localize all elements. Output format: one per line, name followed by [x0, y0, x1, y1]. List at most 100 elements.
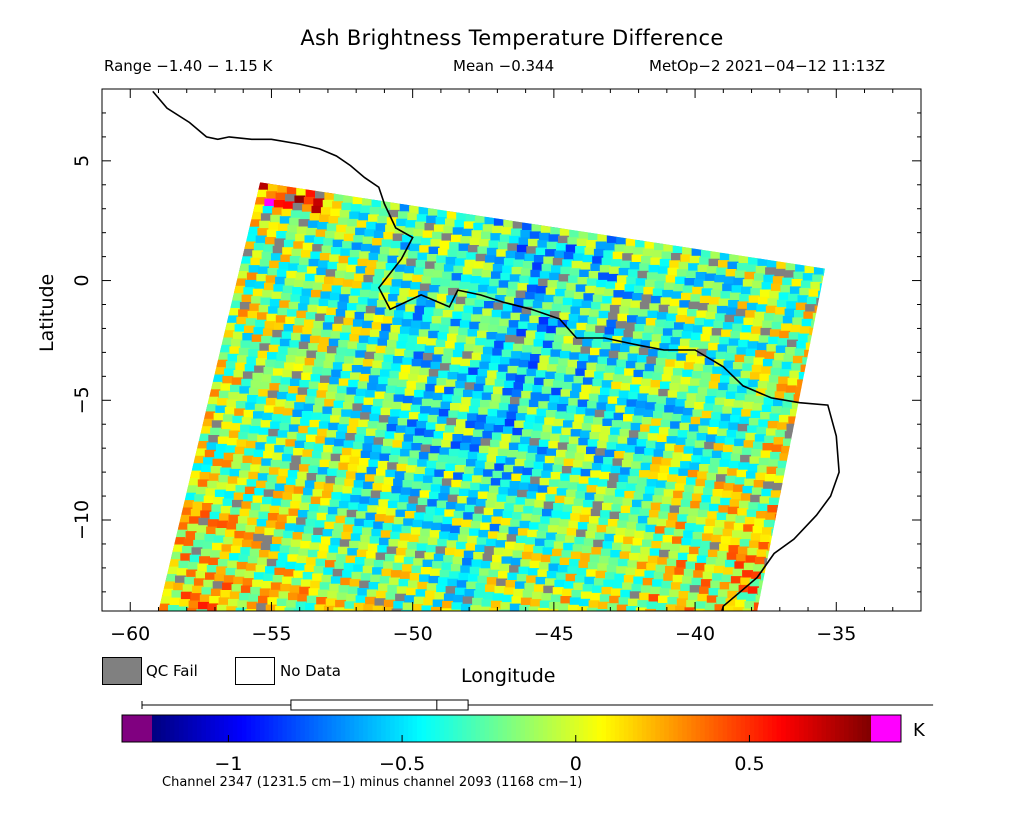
swath-pixel: [463, 305, 475, 315]
swath-pixel: [774, 268, 786, 278]
swath-pixel: [466, 374, 478, 384]
swath-pixel: [726, 552, 738, 562]
swath-pixel: [718, 298, 730, 308]
swath-pixel: [751, 364, 763, 374]
swath-pixel: [248, 226, 259, 236]
swath-pixel: [195, 364, 207, 374]
colorbar-segment: [511, 715, 517, 742]
swath-pixel: [399, 288, 411, 297]
swath-pixel: [661, 251, 673, 261]
swath-pixel: [753, 480, 765, 489]
swath-pixel: [603, 250, 615, 260]
colorbar-segment: [394, 715, 400, 742]
swath-pixel: [354, 273, 365, 283]
swath-pixel: [267, 597, 279, 607]
swath-pixel: [186, 485, 198, 495]
swath-pixel: [543, 501, 555, 511]
swath-pixel: [230, 216, 242, 226]
swath-pixel: [640, 585, 652, 595]
swath-pixel: [734, 477, 746, 486]
swath-pixel: [656, 687, 667, 696]
swath-pixel: [339, 294, 351, 304]
swath-pixel: [403, 518, 415, 528]
swath-pixel: [438, 286, 450, 296]
swath-pixel: [381, 239, 393, 249]
swath-pixel: [610, 220, 622, 230]
swath-pixel: [568, 604, 579, 611]
swath-pixel: [195, 617, 206, 626]
swath-pixel: [656, 273, 668, 283]
swath-pixel: [756, 426, 768, 436]
swath-pixel: [293, 486, 305, 496]
swath-pixel: [631, 583, 643, 593]
swath-pixel: [225, 238, 237, 248]
swath-pixel: [250, 341, 261, 351]
swath-pixel: [385, 469, 397, 479]
swath-pixel: [417, 336, 428, 346]
swath-pixel: [694, 524, 706, 534]
swath-pixel: [722, 406, 734, 416]
swath-pixel: [624, 406, 636, 416]
swath-pixel: [675, 399, 687, 408]
swath-pixel: [758, 335, 770, 345]
swath-pixel: [172, 544, 184, 554]
swath-pixel: [705, 687, 716, 696]
swath-pixel: [763, 519, 775, 529]
swath-pixel: [174, 621, 185, 630]
swath-pixel: [735, 684, 746, 693]
swath-pixel: [444, 425, 456, 435]
swath-pixel: [736, 263, 748, 272]
swath-pixel: [232, 209, 244, 218]
swath-pixel: [608, 350, 620, 360]
swath-pixel: [277, 552, 289, 562]
swath-pixel: [507, 572, 519, 582]
swath-pixel: [496, 371, 508, 381]
swath-pixel: [511, 473, 523, 483]
swath-pixel: [215, 612, 226, 621]
swath-pixel: [488, 569, 500, 579]
swath-pixel: [413, 474, 425, 483]
swath-pixel: [683, 407, 694, 417]
swath-pixel: [622, 498, 634, 508]
swath-pixel: [463, 389, 474, 399]
swath-pixel: [181, 423, 193, 433]
swath-pixel: [233, 576, 245, 586]
colorbar-segment: [210, 715, 216, 742]
swath-pixel: [505, 334, 517, 344]
swath-pixel: [482, 430, 494, 440]
swath-pixel: [566, 612, 577, 621]
swath-pixel: [625, 445, 637, 454]
x-tick-label: −45: [534, 623, 574, 645]
swath-pixel: [427, 537, 439, 547]
swath-pixel: [600, 548, 612, 558]
swath-pixel: [623, 659, 634, 668]
swath-pixel: [207, 480, 219, 490]
swath-pixel: [711, 412, 723, 422]
swath-pixel: [468, 283, 480, 293]
swath-pixel: [430, 484, 442, 494]
swath-pixel: [745, 555, 757, 565]
colorbar-segment: [435, 715, 441, 742]
swath-pixel: [729, 254, 741, 264]
swath-pixel: [606, 235, 618, 245]
swath-pixel: [274, 360, 286, 370]
swath-pixel: [746, 509, 758, 519]
swath-pixel: [672, 368, 684, 377]
swath-pixel: [232, 415, 244, 425]
swath-pixel: [734, 354, 746, 364]
swath-pixel: [159, 519, 170, 529]
colorbar-segment: [250, 715, 256, 742]
colorbar-segment: [587, 715, 593, 742]
swath-pixel: [336, 431, 347, 441]
swath-pixel: [467, 451, 479, 461]
swath-pixel: [326, 430, 338, 439]
swath-pixel: [222, 375, 234, 385]
swath-pixel: [234, 615, 245, 624]
swath-pixel: [207, 396, 219, 406]
swath-pixel: [318, 589, 329, 599]
swath-pixel: [196, 609, 208, 611]
swath-pixel: [193, 578, 205, 588]
swath-pixel: [698, 425, 710, 435]
swath-pixel: [627, 476, 639, 485]
swath-pixel: [373, 230, 385, 240]
